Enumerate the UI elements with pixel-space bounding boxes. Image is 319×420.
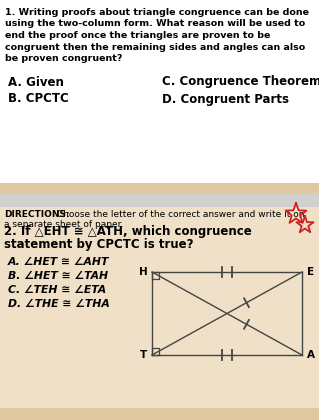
Text: T: T [139, 350, 147, 360]
Bar [0, 207, 319, 420]
Text: D. ∠THE ≅ ∠THA: D. ∠THE ≅ ∠THA [8, 299, 110, 309]
Text: D. Congruent Parts: D. Congruent Parts [162, 92, 289, 105]
Text: be proven congruent?: be proven congruent? [5, 54, 122, 63]
Text: A. Given: A. Given [8, 76, 64, 89]
Text: A: A [307, 350, 315, 360]
Text: Choose the letter of the correct answer and write it on: Choose the letter of the correct answer … [54, 210, 305, 219]
Bar [0, 408, 319, 420]
Bar [0, 0, 319, 183]
Text: H: H [139, 267, 147, 277]
Bar [0, 193, 319, 207]
Text: B. ∠HET ≅ ∠TAH: B. ∠HET ≅ ∠TAH [8, 271, 108, 281]
Text: end the proof once the triangles are proven to be: end the proof once the triangles are pro… [5, 31, 271, 40]
Text: C. Congruence Theorem: C. Congruence Theorem [162, 76, 319, 89]
Text: 2. If △EHT ≅ △ATH, which congruence: 2. If △EHT ≅ △ATH, which congruence [4, 225, 252, 238]
Text: C. ∠TEH ≅ ∠ETA: C. ∠TEH ≅ ∠ETA [8, 285, 106, 295]
Text: statement by CPCTC is true?: statement by CPCTC is true? [4, 238, 194, 251]
Bar [0, 183, 319, 193]
Text: A. ∠HET ≅ ∠AHT: A. ∠HET ≅ ∠AHT [8, 257, 109, 267]
Text: DIRECTIONS:: DIRECTIONS: [4, 210, 70, 219]
Text: B. CPCTC: B. CPCTC [8, 92, 69, 105]
Text: congruent then the remaining sides and angles can also: congruent then the remaining sides and a… [5, 42, 305, 52]
Text: 1. Writing proofs about triangle congruence can be done: 1. Writing proofs about triangle congrue… [5, 8, 309, 17]
Text: using the two-column form. What reason will be used to: using the two-column form. What reason w… [5, 19, 305, 29]
Text: a separate sheet of paper.: a separate sheet of paper. [4, 220, 123, 229]
Text: E: E [308, 267, 315, 277]
